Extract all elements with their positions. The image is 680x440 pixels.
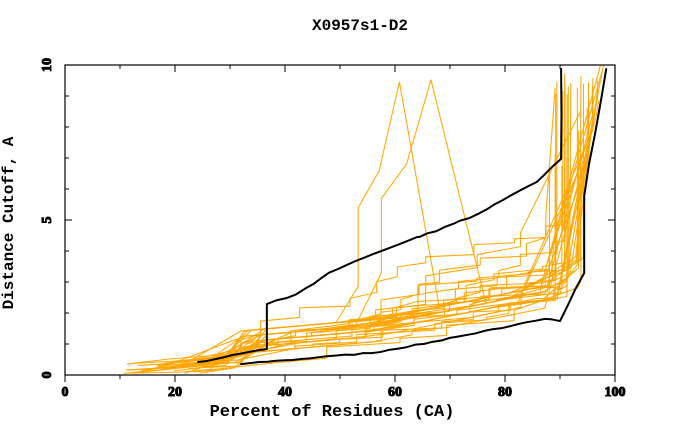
svg-text:40: 40 — [278, 385, 292, 400]
svg-text:100: 100 — [605, 385, 626, 400]
svg-text:10: 10 — [40, 58, 55, 72]
svg-text:5: 5 — [40, 217, 55, 224]
svg-text:60: 60 — [388, 385, 402, 400]
svg-text:0: 0 — [62, 385, 69, 400]
svg-text:20: 20 — [168, 385, 182, 400]
svg-text:0: 0 — [40, 372, 55, 379]
svg-text:80: 80 — [498, 385, 512, 400]
